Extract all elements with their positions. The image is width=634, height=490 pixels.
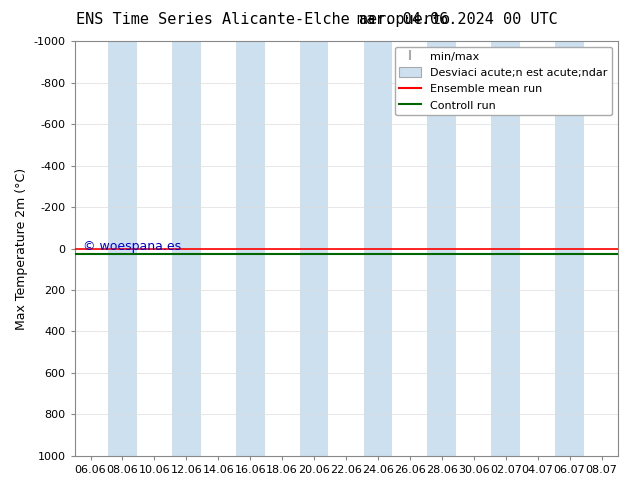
Bar xyxy=(172,41,201,456)
Text: mar. 04.06.2024 00 UTC: mar. 04.06.2024 00 UTC xyxy=(357,12,558,27)
Bar xyxy=(555,41,584,456)
Legend: min/max, Desviaci acute;n est acute;ndar, Ensemble mean run, Controll run: min/max, Desviaci acute;n est acute;ndar… xyxy=(394,47,612,115)
Bar xyxy=(427,41,456,456)
Bar xyxy=(364,41,392,456)
Bar xyxy=(108,41,137,456)
Bar xyxy=(236,41,264,456)
Text: © woespana.es: © woespana.es xyxy=(82,240,181,253)
Bar xyxy=(491,41,520,456)
Bar xyxy=(300,41,328,456)
Text: ENS Time Series Alicante-Elche aeropuerto: ENS Time Series Alicante-Elche aeropuert… xyxy=(76,12,450,27)
Y-axis label: Max Temperature 2m (°C): Max Temperature 2m (°C) xyxy=(15,168,28,330)
